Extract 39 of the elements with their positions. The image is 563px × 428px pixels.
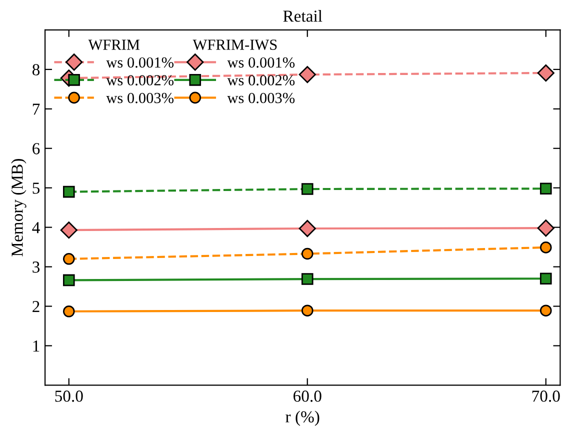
legend-label: ws 0.003% <box>227 92 295 104</box>
y-tick-label: 1 <box>33 340 40 352</box>
point <box>62 252 75 265</box>
x-tick-label: 60.0 <box>294 390 322 402</box>
text: WFRIM-IWS <box>192 40 277 50</box>
y-tick-label: 6 <box>32 143 40 154</box>
y-tick-label: 8 <box>32 64 40 76</box>
point <box>298 66 316 84</box>
legend-label: ws 0.002% <box>106 75 174 86</box>
point <box>301 248 314 260</box>
text: WFRIM <box>88 40 140 50</box>
y-tick-label: 2 <box>32 301 40 312</box>
x-tick-label: 70.0 <box>532 390 560 402</box>
point <box>540 304 552 317</box>
point <box>62 274 75 286</box>
point <box>540 182 552 195</box>
point <box>301 183 314 195</box>
point <box>60 222 78 239</box>
point <box>540 242 552 254</box>
chart-title: Retail <box>283 10 322 22</box>
y-axis-title: Memory (MB) <box>11 159 26 256</box>
point <box>301 273 314 285</box>
legend-label: ws 0.002% <box>227 75 295 86</box>
x-tick-label: 50.0 <box>55 390 83 402</box>
y-tick-label: 3 <box>32 262 40 273</box>
point <box>298 220 316 238</box>
y-tick-label: 4 <box>32 222 40 234</box>
y-tick-label: 7 <box>32 104 40 115</box>
legend-label: ws 0.001% <box>227 57 295 68</box>
point <box>62 305 75 318</box>
point <box>537 64 554 82</box>
x-axis-title: r (%) <box>286 410 320 426</box>
legend-label: ws 0.001% <box>106 57 174 68</box>
point <box>537 220 554 237</box>
y-tick-label: 5 <box>32 182 40 194</box>
point <box>540 272 552 285</box>
point <box>301 304 314 317</box>
legend-label: ws 0.003% <box>106 92 174 104</box>
point <box>62 186 75 198</box>
